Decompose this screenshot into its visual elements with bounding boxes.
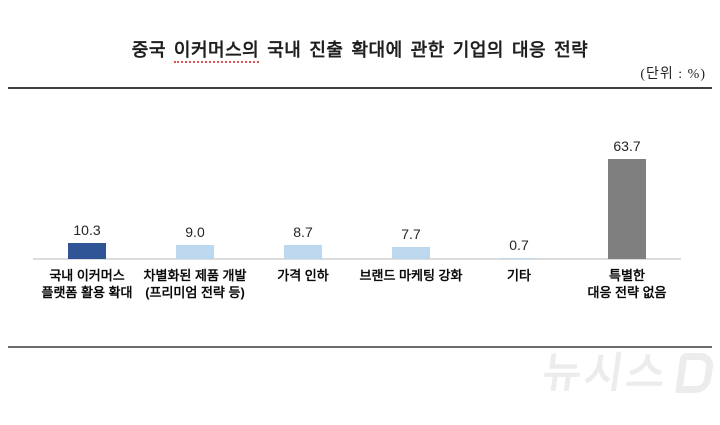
bar	[608, 158, 646, 259]
bar-value-label: 7.7	[401, 225, 421, 242]
unit-label: (단위 : %)	[640, 67, 706, 82]
bar-group: 63.7 특별한 대응 전략 없음	[573, 138, 681, 300]
newsis-logo-text: 뉴시스	[539, 349, 672, 396]
bar-category-label: 브랜드 마케팅 강화	[359, 268, 463, 283]
bar	[176, 244, 214, 259]
bar	[500, 257, 538, 259]
bar-category-label: 차별화된 제품 개발 (프리미엄 전략 등)	[143, 268, 247, 300]
bar-group: 7.7 브랜드 마케팅 강화	[357, 149, 465, 283]
watermark: 뉴시스	[539, 349, 715, 396]
bar-category-label: 국내 이커머스 플랫폼 활용 확대	[41, 268, 133, 300]
plot-area: 10.3 국내 이커머스 플랫폼 활용 확대 9.0 차별화된 제품 개발 (프리미엄…	[33, 138, 681, 300]
bar	[284, 245, 322, 259]
bar-group: 8.7 가격 인하	[249, 149, 357, 283]
bar-category-label: 특별한 대응 전략 없음	[587, 268, 667, 300]
x-axis-baseline	[33, 258, 681, 260]
chart-title: 중국 이커머스의 국내 진출 확대에 관한 기업의 대응 전략	[0, 36, 720, 63]
bar	[392, 246, 430, 259]
speech-bubble-icon	[675, 353, 715, 393]
bar-group: 0.7 기타	[465, 149, 573, 283]
bar-value-label: 8.7	[293, 224, 313, 241]
bar-group: 9.0 차별화된 제품 개발 (프리미엄 전략 등)	[141, 149, 249, 300]
bar-group: 10.3 국내 이커머스 플랫폼 활용 확대	[33, 149, 141, 300]
top-rule-divider	[8, 87, 712, 89]
bar-category-label: 기타	[507, 268, 531, 283]
bottom-rule-divider	[8, 346, 712, 348]
bar	[68, 242, 106, 259]
chart-title-suffix: 국내 진출 확대에 관한 기업의 대응 전략	[259, 40, 589, 60]
bar-value-label: 63.7	[613, 137, 641, 154]
chart-title-prefix: 중국	[131, 40, 174, 60]
bar-value-label: 0.7	[509, 236, 529, 253]
bar-value-label: 9.0	[185, 223, 205, 240]
chart-title-spellchecked-word: 이커머스의	[173, 40, 260, 63]
bar-category-label: 가격 인하	[277, 268, 329, 283]
bar-value-label: 10.3	[73, 221, 101, 238]
